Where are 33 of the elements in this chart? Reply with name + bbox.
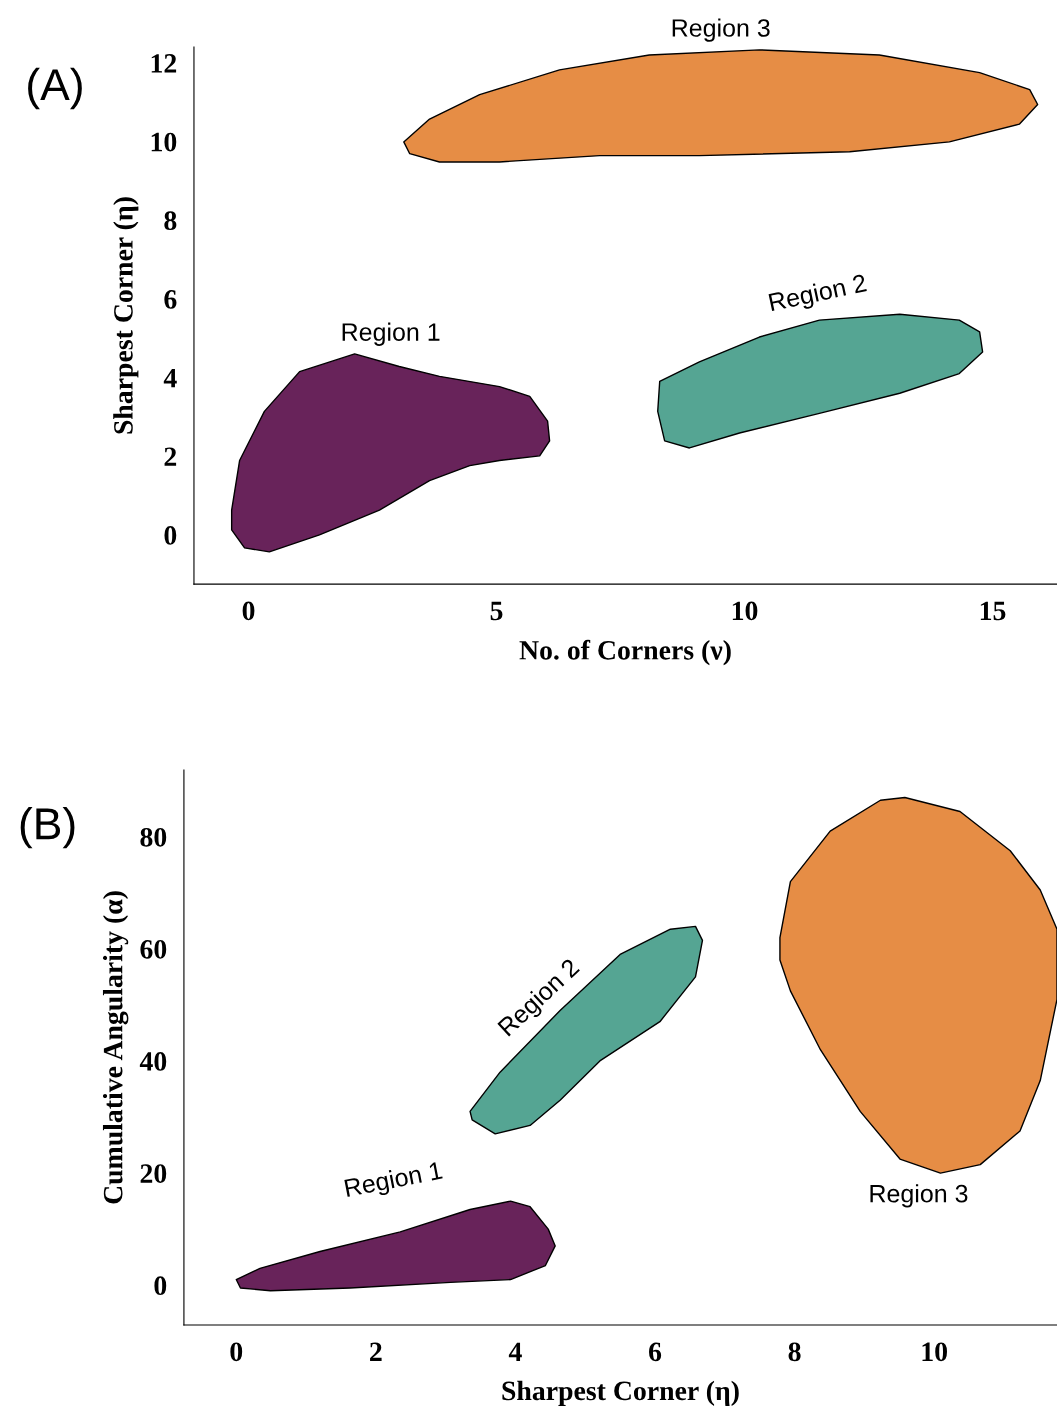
y-axis-title: Cumulative Angularity (α) [102,891,129,1204]
y-tick-label: 2 [164,447,177,466]
x-tick-label: 10 [922,1342,947,1362]
y-tick-label: 8 [164,211,177,231]
y-tick-label: 20 [140,1164,167,1183]
y-axis-title: Sharpest Corner (η) [113,197,139,434]
y-tick-label: 60 [140,940,167,959]
y-tick-label: 10 [151,132,177,152]
y-tick-label: 6 [164,290,177,309]
x-tick-label: 0 [230,1342,243,1362]
chart-title: (A) [28,67,82,110]
y-tick-label: 0 [154,1276,167,1296]
x-tick-label: 15 [980,601,1006,621]
x-tick-label: 4 [508,1342,522,1361]
x-axis-title: No. of Corners (ν) [519,639,731,666]
x-tick-label: 0 [242,601,255,621]
text: Region 1 [344,1160,444,1202]
text: (B) [20,806,75,849]
y-tick-label: 0 [164,526,177,545]
series-label: Region 3 [870,1184,968,1208]
y-tick-label: 4 [163,368,177,388]
series-label: Region 3 [672,18,770,42]
y-tick-label: 40 [139,1052,167,1071]
text: Region 2 [768,273,868,317]
x-tick-label: 2 [370,1342,382,1361]
y-tick-label: 12 [151,54,177,73]
x-tick-label: 8 [788,1342,801,1362]
x-tick-label: 10 [732,601,758,621]
series-label: Region 1 [342,322,440,346]
x-tick-label: 5 [490,601,503,621]
x-axis-title: Sharpest Corner (η) [502,1380,739,1406]
y-tick-label: 80 [140,827,167,847]
x-tick-label: 6 [649,1342,662,1362]
